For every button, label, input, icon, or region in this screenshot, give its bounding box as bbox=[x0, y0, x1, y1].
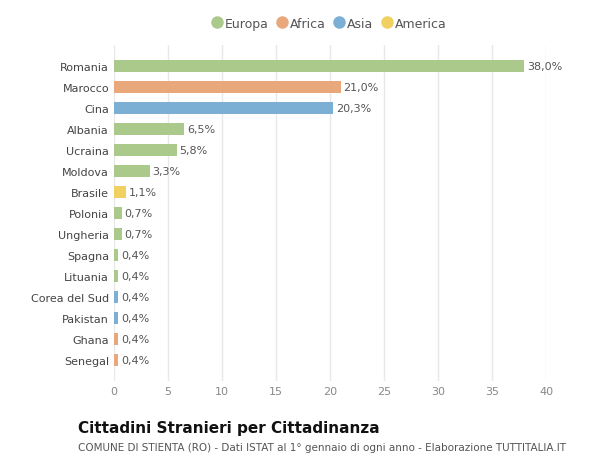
Bar bbox=[114, 207, 122, 219]
Text: 0,7%: 0,7% bbox=[124, 208, 152, 218]
Bar bbox=[114, 354, 118, 366]
Text: 0,4%: 0,4% bbox=[121, 250, 149, 260]
Legend: Europa, Africa, Asia, America: Europa, Africa, Asia, America bbox=[211, 15, 449, 33]
Text: COMUNE DI STIENTA (RO) - Dati ISTAT al 1° gennaio di ogni anno - Elaborazione TU: COMUNE DI STIENTA (RO) - Dati ISTAT al 1… bbox=[78, 442, 566, 452]
Text: 0,4%: 0,4% bbox=[121, 271, 149, 281]
Text: 0,4%: 0,4% bbox=[121, 355, 149, 365]
Bar bbox=[114, 145, 176, 157]
Text: 20,3%: 20,3% bbox=[336, 104, 371, 114]
Text: 1,1%: 1,1% bbox=[128, 188, 157, 197]
Bar bbox=[114, 313, 118, 324]
Text: 0,4%: 0,4% bbox=[121, 292, 149, 302]
Bar bbox=[114, 333, 118, 345]
Text: 21,0%: 21,0% bbox=[343, 83, 379, 93]
Text: 38,0%: 38,0% bbox=[527, 62, 562, 72]
Bar bbox=[114, 291, 118, 303]
Bar bbox=[114, 103, 333, 114]
Text: 3,3%: 3,3% bbox=[152, 167, 181, 177]
Text: 0,7%: 0,7% bbox=[124, 230, 152, 239]
Text: 0,4%: 0,4% bbox=[121, 313, 149, 323]
Bar bbox=[114, 270, 118, 282]
Bar bbox=[114, 82, 341, 94]
Bar bbox=[114, 61, 524, 73]
Text: 5,8%: 5,8% bbox=[179, 146, 208, 156]
Bar bbox=[114, 229, 122, 240]
Text: Cittadini Stranieri per Cittadinanza: Cittadini Stranieri per Cittadinanza bbox=[78, 420, 380, 435]
Text: 0,4%: 0,4% bbox=[121, 334, 149, 344]
Bar bbox=[114, 250, 118, 261]
Bar bbox=[114, 166, 149, 177]
Bar bbox=[114, 124, 184, 135]
Bar bbox=[114, 187, 126, 198]
Text: 6,5%: 6,5% bbox=[187, 125, 215, 134]
